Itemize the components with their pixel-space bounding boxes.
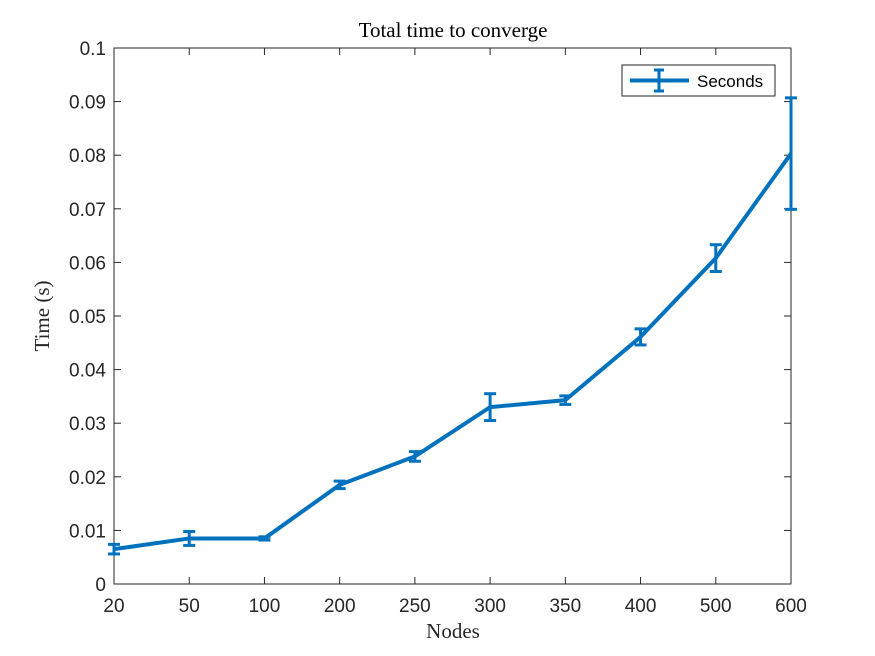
- x-tick-label: 500: [700, 596, 732, 617]
- error-bar: [785, 96, 797, 211]
- x-axis-label: Nodes: [426, 619, 480, 643]
- series-line: [113, 152, 793, 552]
- x-tick-label: 250: [399, 596, 431, 617]
- x-axis: 20 50 100 200 250 300 350 400 500 600: [103, 48, 807, 617]
- y-tick-label: 0.02: [69, 468, 106, 489]
- x-tick-label: 300: [474, 596, 506, 617]
- chart-title: Total time to converge: [359, 18, 548, 42]
- y-tick-label: 0.07: [69, 200, 106, 221]
- error-bar: [484, 392, 497, 423]
- error-bar: [559, 394, 572, 406]
- x-tick-label: 100: [249, 596, 281, 617]
- error-bar: [709, 243, 722, 274]
- error-bar: [108, 542, 120, 556]
- series-seconds: [108, 96, 797, 556]
- y-tick-label: 0.1: [80, 39, 106, 60]
- y-tick-label: 0.09: [69, 93, 106, 114]
- y-axis: 0 0.01 0.02 0.03 0.04 0.05 0.06 0.07 0.08 0.09 0.1: [69, 39, 791, 596]
- x-tick-label: 600: [775, 596, 807, 617]
- error-bar: [634, 327, 647, 347]
- x-tick-label: 400: [625, 596, 657, 617]
- y-tick-label: 0: [95, 575, 106, 596]
- y-tick-label: 0.04: [69, 361, 106, 382]
- y-tick-label: 0.06: [69, 253, 106, 274]
- plot-area: [113, 47, 792, 585]
- y-axis-label: Time (s): [30, 281, 54, 352]
- legend-label-seconds: Seconds: [697, 72, 763, 91]
- x-tick-label: 50: [179, 596, 200, 617]
- error-bar: [333, 479, 346, 491]
- x-tick-label: 200: [324, 596, 356, 617]
- error-bar: [408, 450, 421, 463]
- x-tick-label: 20: [103, 596, 124, 617]
- legend: Seconds: [621, 64, 776, 97]
- y-tick-label: 0.05: [69, 307, 106, 328]
- error-bar: [183, 529, 196, 547]
- error-bar: [258, 535, 271, 542]
- y-tick-label: 0.08: [69, 146, 106, 167]
- y-tick-label: 0.03: [69, 414, 106, 435]
- y-tick-label: 0.01: [69, 521, 106, 542]
- x-tick-label: 350: [549, 596, 581, 617]
